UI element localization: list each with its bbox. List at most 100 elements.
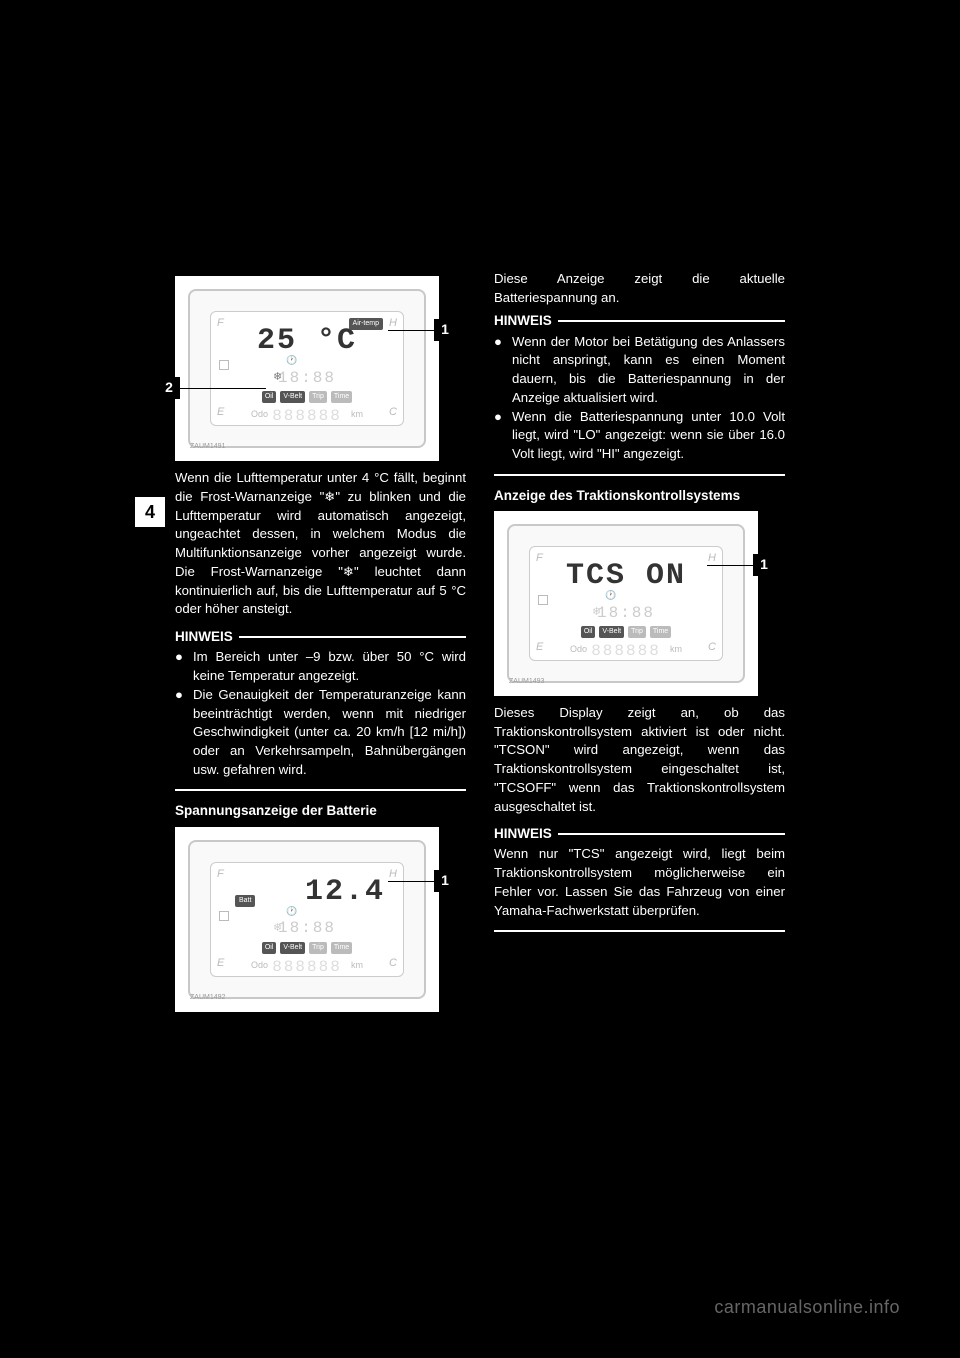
callout-line-1 [707,565,753,566]
air-temp-badge: Air-temp [349,318,383,330]
bullet-icon: ● [175,648,193,685]
oil-indicator: Oil [262,942,277,954]
figure-air-temp: F H E C Air-temp 25 °C 🕐 ❄ 18:88 Oil V-B… [175,276,439,461]
indicator-row: Oil V-Belt Trip Time [211,391,403,403]
bullet-item: ● Im Bereich unter –9 bzw. über 50 °C wi… [175,648,466,685]
hinweis-label: HINWEIS [175,627,239,646]
corner-c: C [389,405,397,421]
callout-line-2 [180,388,266,389]
odo-label: Odo [251,408,268,421]
bullet-text: Die Genauigkeit der Temperaturanzeige ka… [193,686,466,780]
main-display: 12.4 [211,871,403,914]
corner-f: F [217,867,224,883]
clock-icon: 🕐 [286,905,297,918]
oil-indicator: Oil [262,391,277,403]
hinweis-rule [239,636,466,638]
lcd-panel: F H E C Air-temp 25 °C 🕐 ❄ 18:88 Oil V-B… [210,311,404,426]
page-number-tab: 4 [135,497,165,527]
snowflake-icon: ❄ [343,563,354,582]
corner-f: F [536,551,543,567]
heading-tcs: Anzeige des Traktionskontrollsystems [494,486,785,505]
hinweis-tcs-text: Wenn nur "TCS" angezeigt wird, liegt bei… [494,845,785,920]
lcd-panel: F H E C TCS ON 🕐 ❄ 18:88 Oil V-Belt Trip [529,546,723,661]
time-indicator: Time [331,942,352,954]
km-label: km [670,643,682,656]
figure-id: ZAUM1491 [190,442,225,452]
content-columns: F H E C Air-temp 25 °C 🕐 ❄ 18:88 Oil V-B… [175,270,785,1020]
indicator-row: Oil V-Belt Trip Time [211,942,403,954]
hinweis-label: HINWEIS [494,824,558,843]
low-display: 888888 [211,956,403,979]
bullet-text: Wenn die Batteriespannung unter 10.0 Vol… [512,408,785,464]
corner-e: E [217,405,224,421]
watermark: carmanualsonline.info [714,1297,900,1318]
frost-icon: ❄ [592,605,601,621]
frost-icon: ❄ [273,921,282,937]
odo-label: Odo [570,643,587,656]
main-display: TCS ON [530,555,722,598]
hinweis-heading: HINWEIS [175,627,466,646]
vbelt-indicator: V-Belt [280,391,305,403]
km-label: km [351,408,363,421]
end-rule [494,474,785,476]
time-indicator: Time [650,626,671,638]
figure-frame: F H E C Batt 12.4 🕐 ❄ 18:88 Oil V-Belt [188,840,426,999]
hinweis-rule [558,833,785,835]
right-column: Diese Anzeige zeigt die aktuelle Batteri… [494,270,785,1020]
callout-2: 2 [158,377,180,399]
hinweis-heading: HINWEIS [494,311,785,330]
corner-f: F [217,316,224,332]
corner-c: C [389,956,397,972]
bullet-icon: ● [494,408,512,464]
paragraph-battery-display: Diese Anzeige zeigt die aktuelle Batteri… [494,270,785,307]
clock-icon: 🕐 [605,589,616,602]
vbelt-indicator: V-Belt [599,626,624,638]
clock-icon: 🕐 [286,354,297,367]
vbelt-indicator: V-Belt [280,942,305,954]
callout-line-1 [388,330,434,331]
paragraph-tcs-desc: Dieses Display zeigt an, ob das Traktion… [494,704,785,816]
page: 4 F H E C Air-temp 25 °C 🕐 ❄ [0,0,960,1358]
oil-indicator: Oil [581,626,596,638]
km-label: km [351,959,363,972]
callout-line-1 [388,881,434,882]
hinweis-rule [558,320,785,322]
mid-display: 18:88 [211,367,403,390]
figure-tcs: F H E C TCS ON 🕐 ❄ 18:88 Oil V-Belt Trip [494,511,758,696]
hinweis-heading: HINWEIS [494,824,785,843]
odo-label: Odo [251,959,268,972]
bullet-icon: ● [175,686,193,780]
bullet-icon: ● [494,333,512,408]
heading-battery: Spannungsanzeige der Batterie [175,801,466,820]
callout-1: 1 [434,319,456,341]
corner-e: E [536,640,543,656]
bullet-item: ● Die Genauigkeit der Temperaturanzeige … [175,686,466,780]
frost-icon: ❄ [273,370,282,386]
mid-display: 18:88 [211,917,403,940]
fuel-icon [538,595,548,605]
bullet-item: ● Wenn der Motor bei Betätigung des Anla… [494,333,785,408]
corner-c: C [708,640,716,656]
bullet-item: ● Wenn die Batteriespannung unter 10.0 V… [494,408,785,464]
mid-display: 18:88 [530,602,722,625]
corner-e: E [217,956,224,972]
trip-indicator: Trip [309,391,327,403]
lcd-panel: F H E C Batt 12.4 🕐 ❄ 18:88 Oil V-Belt [210,862,404,977]
batt-badge: Batt [235,895,255,907]
indicator-row: Oil V-Belt Trip Time [530,626,722,638]
hinweis-label: HINWEIS [494,311,558,330]
bullet-text: Wenn der Motor bei Betätigung des Anlass… [512,333,785,408]
figure-battery: F H E C Batt 12.4 🕐 ❄ 18:88 Oil V-Belt [175,827,439,1012]
figure-id: ZAUM1493 [509,677,544,687]
figure-frame: F H E C TCS ON 🕐 ❄ 18:88 Oil V-Belt Trip [507,524,745,683]
trip-indicator: Trip [628,626,646,638]
end-rule [175,789,466,791]
trip-indicator: Trip [309,942,327,954]
end-rule [494,930,785,932]
callout-1: 1 [434,870,456,892]
paragraph-frost-warning: Wenn die Lufttemperatur unter 4 °C fällt… [175,469,466,619]
left-column: F H E C Air-temp 25 °C 🕐 ❄ 18:88 Oil V-B… [175,270,466,1020]
fuel-icon [219,360,229,370]
low-display: 888888 [211,405,403,428]
low-display: 888888 [530,640,722,663]
